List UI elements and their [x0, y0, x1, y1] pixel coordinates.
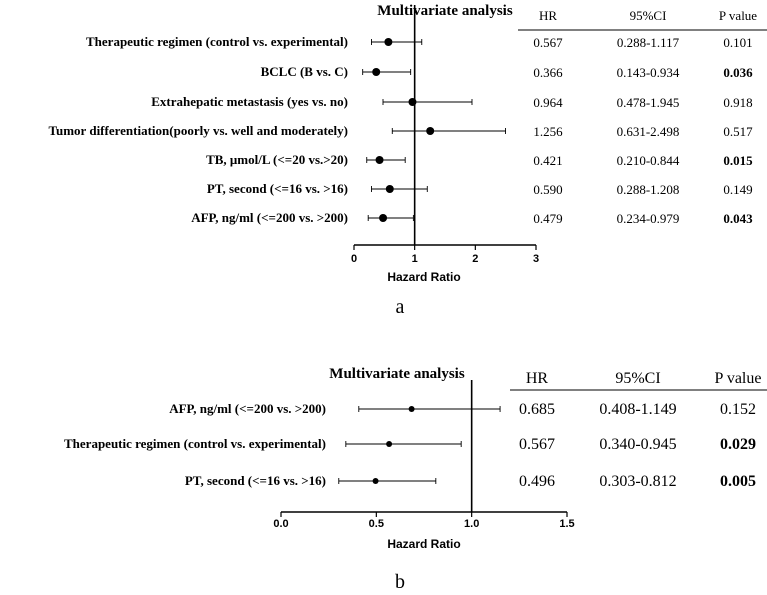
panel-b-column-header: 95%CI [615, 370, 660, 387]
panel-b-panel-label: b [395, 571, 405, 593]
panel-b-hr-point [372, 478, 379, 484]
panel-a-x-tick-label: 2 [472, 253, 478, 265]
panel-a-p-value: 0.036 [723, 65, 753, 80]
panel-a-panel-label: a [396, 296, 405, 318]
panel-a-hr-point [372, 68, 381, 76]
panel-b-hr-point [386, 441, 393, 447]
panel-b-ci-value: 0.303-0.812 [599, 473, 676, 490]
panel-b-x-tick-label: 1.0 [464, 518, 479, 530]
panel-a-p-value: 0.043 [723, 211, 753, 226]
panel-a-column-header: 95%CI [630, 8, 667, 23]
panel-a-hr-point [375, 156, 384, 164]
panel-a-p-value: 0.149 [723, 182, 752, 197]
panel-b-x-tick-label: 1.5 [559, 518, 574, 530]
panel-b-row-label: AFP, ng/ml (<=200 vs. >200) [169, 401, 326, 416]
panel-a-hr-value: 0.366 [533, 65, 563, 80]
panel-a-ci-value: 0.210-0.844 [617, 153, 680, 168]
panel-a-x-tick-label: 0 [351, 253, 357, 265]
panel-b-hr-value: 0.567 [519, 436, 555, 453]
panel-a-x-tick-label: 3 [533, 253, 539, 265]
panel-a-hr-point [384, 38, 393, 46]
panel-a-hr-value: 0.479 [533, 211, 562, 226]
panel-a-p-value: 0.101 [723, 35, 752, 50]
panel-a-ci-value: 0.143-0.934 [617, 65, 680, 80]
panel-a-x-axis-label: Hazard Ratio [387, 270, 460, 284]
panel-b-hr-point [408, 406, 415, 412]
panel-b-hr-value: 0.685 [519, 401, 555, 418]
panel-b-p-value: 0.029 [720, 436, 756, 453]
panel-a-ci-value: 0.288-1.208 [617, 182, 680, 197]
panel-a-ci-value: 0.288-1.117 [617, 35, 680, 50]
panel-b-p-value: 0.005 [720, 473, 756, 490]
panel-a-hr-value: 1.256 [533, 124, 563, 139]
panel-a-hr-point [379, 214, 388, 222]
panel-b-row-label: Therapeutic regimen (control vs. experim… [64, 436, 326, 451]
panel-a-hr-value: 0.567 [533, 35, 563, 50]
panel-a-row-label: Extrahepatic metastasis (yes vs. no) [151, 94, 348, 109]
panel-a-title: Multivariate analysis [377, 3, 513, 19]
panel-b-x-tick-label: 0.0 [273, 518, 288, 530]
panel-a-p-value: 0.918 [723, 95, 752, 110]
panel-a-hr-value: 0.964 [533, 95, 563, 110]
panel-b-ci-value: 0.340-0.945 [599, 436, 676, 453]
panel-a-hr-point [385, 185, 394, 193]
panel-a-row-label: BCLC (B vs. C) [261, 64, 348, 79]
panel-a-hr-point [408, 98, 417, 106]
panel-a-hr-value: 0.421 [533, 153, 562, 168]
panel-a-p-value: 0.517 [723, 124, 753, 139]
panel-a-ci-value: 0.234-0.979 [617, 211, 680, 226]
panel-a-ci-value: 0.478-1.945 [617, 95, 680, 110]
panel-a-p-value: 0.015 [723, 153, 753, 168]
panel-b-column-header: HR [526, 370, 549, 387]
panel-a-ci-value: 0.631-2.498 [617, 124, 680, 139]
panel-a-column-header: P value [719, 8, 757, 23]
panel-a-column-header: HR [539, 8, 557, 23]
panel-b-ci-value: 0.408-1.149 [599, 401, 676, 418]
panel-a-row-label: AFP, ng/ml (<=200 vs. >200) [191, 210, 348, 225]
panel-a-hr-value: 0.590 [533, 182, 562, 197]
panel-b-row-label: PT, second (<=16 vs. >16) [185, 473, 326, 488]
panel-a-row-label: Therapeutic regimen (control vs. experim… [86, 34, 348, 49]
panel-b-p-value: 0.152 [720, 401, 756, 418]
panel-a-row-label: PT, second (<=16 vs. >16) [207, 181, 348, 196]
panel-b-hr-value: 0.496 [519, 473, 555, 490]
panel-b-x-tick-label: 0.5 [369, 518, 384, 530]
panel-a-row-label: Tumor differentiation(poorly vs. well an… [49, 123, 348, 138]
panel-b-x-axis-label: Hazard Ratio [387, 537, 460, 551]
panel-b-column-header: P value [715, 370, 762, 387]
panel-a-hr-point [426, 127, 435, 135]
panel-a-x-tick-label: 1 [412, 253, 418, 265]
panel-a-row-label: TB, μmol/L (<=20 vs.>20) [206, 152, 348, 167]
panel-b-title: Multivariate analysis [329, 366, 465, 382]
